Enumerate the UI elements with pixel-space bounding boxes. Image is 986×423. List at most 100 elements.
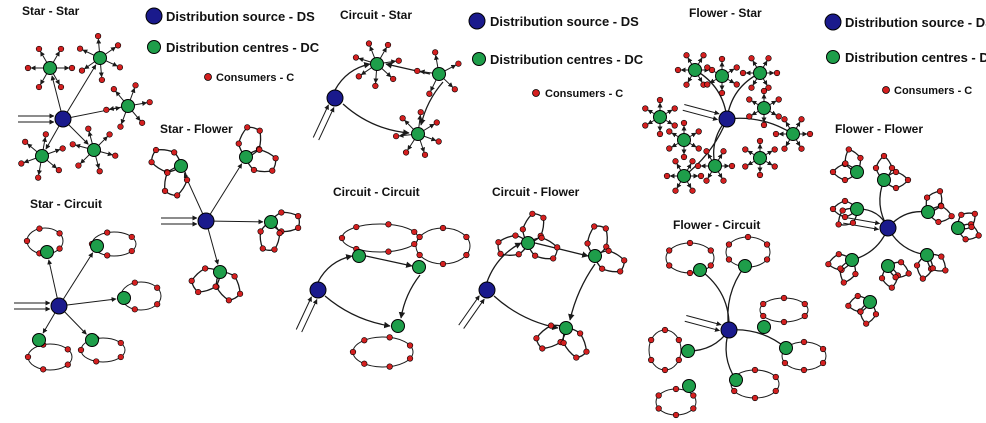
consumer-node (938, 253, 945, 260)
consumer-node (852, 270, 859, 278)
legend-ds-label: Distribution source - DS (490, 14, 639, 29)
consumer-node (495, 239, 502, 246)
consumer-node (935, 218, 942, 226)
consumer-node (64, 361, 71, 368)
consumer-node (661, 366, 669, 374)
circuit-edge (342, 103, 410, 136)
distribution-centre-node (653, 110, 667, 124)
consumer-node (212, 283, 219, 290)
consumer-node (104, 252, 111, 259)
consumer-node (775, 96, 782, 103)
consumer-node (385, 248, 392, 255)
consumer-node (57, 83, 65, 91)
flower-edge (727, 265, 746, 331)
consumer-node (605, 247, 612, 254)
legend-ds-marker (145, 7, 163, 25)
consumer-node (725, 256, 733, 263)
consumer-node (78, 67, 86, 74)
consumer-node (756, 171, 764, 179)
consumer-node (365, 40, 373, 47)
consumer-node (352, 54, 360, 61)
circuit-edge (385, 62, 431, 75)
consumer-node (244, 124, 251, 131)
consumer-node (975, 232, 982, 239)
legend-ds-label: Distribution source - DS (166, 9, 315, 24)
distribution-centre-node (32, 333, 46, 347)
consumer-node (800, 338, 808, 346)
distribution-centre-node (693, 263, 707, 277)
distribution-centre-node (121, 99, 135, 113)
title-flower-circuit: Flower - Circuit (673, 218, 760, 232)
consumer-node (278, 209, 285, 216)
consumer-node (936, 188, 944, 195)
distribution-centre-node (877, 173, 891, 187)
consumer-node (666, 128, 673, 135)
consumer-node (148, 159, 155, 166)
circuit-edge (493, 295, 559, 331)
consumer-node (888, 164, 896, 172)
consumer-node (904, 176, 912, 184)
distribution-source-node (718, 110, 736, 128)
consumer-node (174, 192, 181, 199)
consumer-node (385, 221, 392, 228)
consumer-node (94, 32, 102, 40)
distribution-centre-node (117, 291, 131, 305)
distribution-centre-node (391, 319, 405, 333)
consumer-node (725, 241, 733, 248)
consumer-node (426, 90, 433, 97)
consumer-node (837, 265, 844, 272)
consumer-node (872, 164, 880, 172)
circuit-edge (534, 242, 589, 258)
consumer-node (700, 52, 707, 59)
consumer-node (35, 83, 43, 91)
consumer-node (675, 356, 682, 364)
consumer-node (56, 230, 63, 237)
legend-c-marker (532, 89, 540, 97)
consumer-node (384, 41, 392, 49)
distribution-centre-node (779, 341, 793, 355)
consumer-node (938, 203, 945, 210)
consumer-node (106, 131, 113, 138)
distribution-centre-node (738, 259, 752, 273)
consumer-node (648, 336, 655, 344)
consumer-node (540, 214, 547, 221)
consumer-node (968, 223, 975, 231)
consumer-node (746, 113, 753, 120)
consumer-node (683, 52, 690, 59)
consumer-node (958, 211, 965, 218)
consumer-node (806, 130, 814, 138)
consumer-node (704, 64, 711, 71)
legend-2: Distribution source - DS Distribution ce… (468, 12, 644, 100)
distribution-centre-node (588, 249, 602, 263)
consumer-node (338, 234, 346, 242)
supply-input-edge (458, 295, 480, 326)
consumer-node (183, 176, 191, 184)
consumer-node (390, 75, 397, 83)
consumer-node (780, 294, 788, 302)
consumer-node (748, 55, 755, 62)
supply-edge (58, 297, 117, 307)
consumer-node (117, 123, 124, 130)
distribution-centre-node (432, 67, 446, 81)
consumer-node (765, 84, 772, 91)
consumer-node (962, 236, 969, 243)
distribution-centre-node (881, 259, 895, 273)
consumer-node (695, 128, 702, 135)
consumer-node (849, 219, 857, 226)
supply-input-edge (463, 298, 485, 329)
legend-1: Distribution source - DS Distribution ce… (145, 7, 320, 84)
distribution-centre-node (757, 320, 771, 334)
circuit-edge (568, 263, 596, 321)
title-circuit-star: Circuit - Star (340, 8, 412, 22)
consumer-node (742, 146, 749, 153)
consumer-node (395, 57, 402, 64)
consumer-node (892, 274, 899, 281)
consumer-node (642, 122, 649, 129)
consumer-node (171, 149, 178, 156)
consumer-node (948, 213, 955, 220)
consumer-node (132, 82, 139, 89)
distribution-centre-node (174, 159, 188, 173)
consumer-node (642, 105, 649, 112)
consumer-node (295, 224, 302, 231)
consumer-node (573, 354, 580, 361)
